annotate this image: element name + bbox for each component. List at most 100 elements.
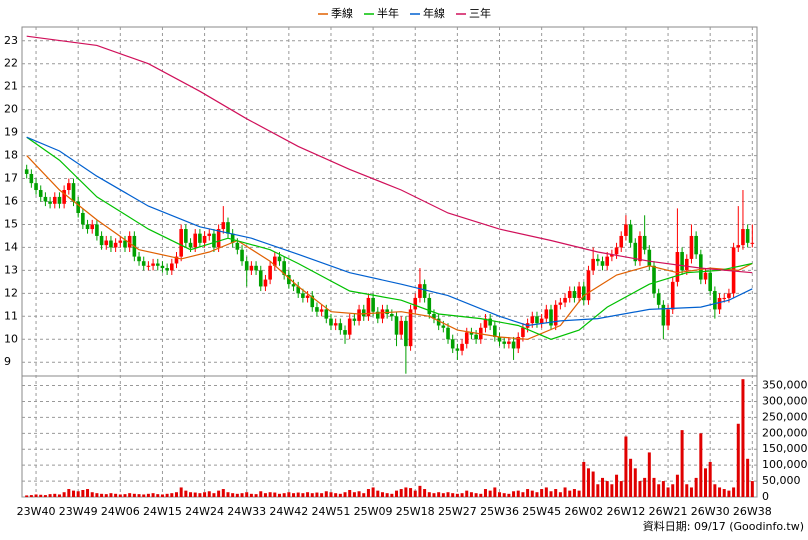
y-tick-label: 17	[4, 172, 18, 185]
candle-body	[329, 318, 333, 326]
volume-bar	[615, 474, 619, 497]
x-tick-label: 25W09	[354, 505, 393, 518]
volume-bar	[544, 487, 548, 497]
y-tick-label: 10	[4, 332, 18, 345]
volume-bar	[114, 493, 118, 497]
volume-bar	[427, 492, 431, 497]
volume-bar	[301, 493, 305, 497]
volume-bar	[657, 484, 661, 497]
volume-bar	[446, 492, 450, 497]
volume-bar	[493, 487, 497, 497]
candle-body	[694, 235, 698, 255]
candle-body	[127, 235, 132, 248]
volume-bar	[488, 490, 492, 497]
volume-bar	[296, 492, 300, 497]
volume-bar	[750, 481, 754, 497]
y-tick-label: 23	[4, 34, 18, 47]
volume-bar	[727, 490, 731, 497]
candle-body	[624, 224, 628, 236]
volume-bar	[366, 489, 370, 497]
candle-body	[633, 242, 638, 262]
candle-body	[170, 263, 174, 271]
candle-body	[488, 318, 492, 326]
candle-body	[235, 242, 240, 250]
volume-bar	[371, 487, 375, 497]
volume-bar	[582, 461, 586, 497]
candle-body	[179, 229, 183, 257]
volume-tick-label: 200,000	[762, 426, 808, 439]
x-tick-label: 25W18	[396, 505, 435, 518]
volume-bar	[521, 492, 525, 497]
volume-bar	[563, 487, 567, 497]
volume-bar	[502, 493, 506, 497]
candle-body	[315, 307, 319, 312]
y-tick-label: 18	[4, 149, 18, 162]
legend-label: 半年	[377, 6, 399, 20]
volume-bar	[146, 493, 150, 497]
candle-body	[310, 295, 315, 308]
candle-body	[591, 258, 595, 271]
candle-body	[104, 240, 109, 246]
volume-bar	[338, 493, 342, 497]
candle-body	[137, 256, 141, 262]
volume-bar	[118, 494, 122, 497]
volume-tick-label: 100,000	[762, 458, 808, 471]
volume-bar	[638, 481, 642, 497]
volume-bar	[128, 493, 132, 497]
candle-body	[141, 261, 146, 266]
x-tick-label: 23W49	[59, 505, 98, 518]
candle-body	[198, 233, 202, 243]
y-tick-label: 21	[4, 80, 18, 93]
x-tick-label: 26W02	[564, 505, 603, 518]
x-tick-label: 24W42	[269, 505, 308, 518]
volume-bar	[57, 494, 61, 497]
candle-body	[118, 240, 123, 243]
x-tick-label: 26W30	[691, 505, 730, 518]
candle-body	[577, 286, 581, 298]
volume-bar	[418, 485, 422, 497]
volume-bar	[432, 493, 436, 497]
volume-bar	[610, 484, 614, 497]
legend-label: 三年	[469, 6, 491, 20]
candle-body	[273, 256, 277, 266]
volume-bar	[718, 487, 722, 497]
volume-bar	[90, 492, 94, 497]
volume-bar	[643, 477, 647, 497]
candle-body	[291, 284, 296, 287]
volume-bar	[568, 490, 572, 497]
volume-bar	[165, 493, 169, 497]
candle-body	[277, 256, 282, 262]
candle-body	[689, 235, 694, 259]
volume-bar	[633, 468, 637, 497]
candle-body	[619, 235, 624, 248]
volume-bar	[704, 468, 708, 497]
volume-bar	[132, 493, 136, 497]
volume-bar	[268, 492, 272, 497]
volume-bar	[273, 492, 277, 497]
x-tick-label: 25W36	[480, 505, 519, 518]
volume-bar	[357, 491, 361, 497]
candle-body	[680, 252, 684, 271]
volume-bar	[586, 468, 590, 497]
volume-bar	[53, 493, 57, 497]
volume-bar	[174, 492, 178, 497]
candle-body	[638, 235, 642, 262]
candle-body	[287, 274, 291, 285]
volume-bar	[189, 492, 193, 497]
volume-bar	[48, 494, 52, 497]
volume-bar	[741, 379, 745, 497]
candle-body	[511, 341, 516, 349]
volume-bar	[62, 492, 66, 497]
volume-bar	[460, 493, 464, 497]
candle-body	[741, 229, 745, 246]
volume-bar	[235, 493, 239, 497]
volume-bar	[699, 433, 703, 497]
y-tick-label: 20	[4, 103, 18, 116]
y-tick-label: 22	[4, 57, 18, 70]
volume-bar	[212, 493, 216, 497]
volume-bar	[694, 477, 698, 497]
volume-bar	[221, 489, 225, 497]
ma-line	[26, 35, 753, 274]
volume-bar	[507, 493, 511, 497]
